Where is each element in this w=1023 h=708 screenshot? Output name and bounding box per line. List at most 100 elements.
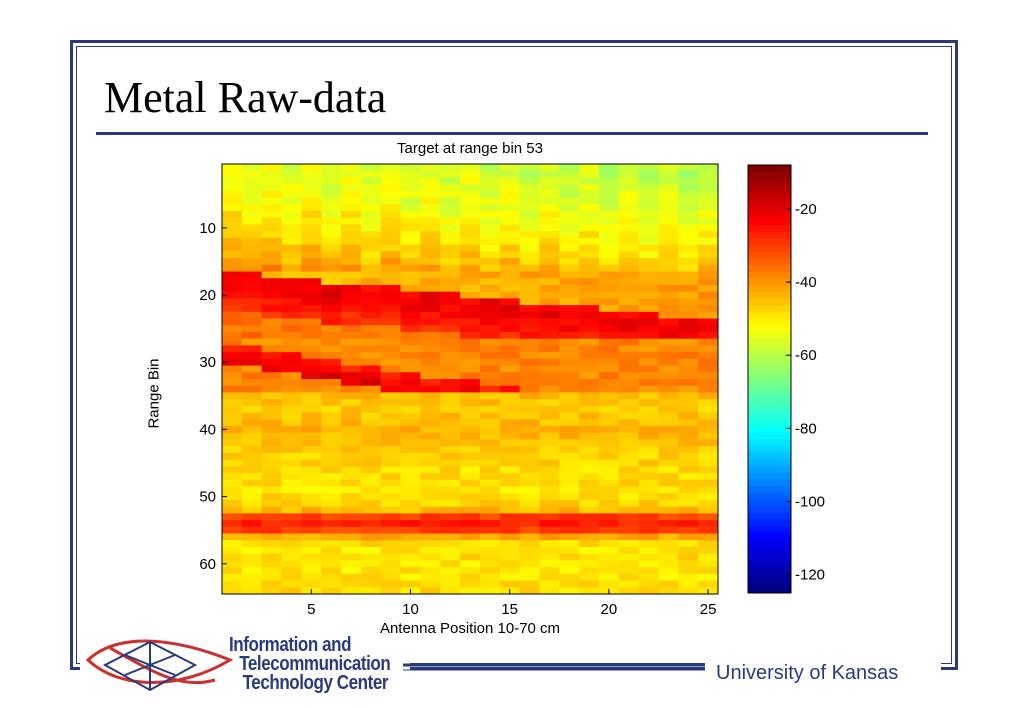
heatmap-cell bbox=[598, 426, 620, 434]
heatmap-cell bbox=[321, 506, 342, 514]
heatmap-cell bbox=[222, 365, 243, 373]
heatmap-cell bbox=[658, 352, 679, 360]
heatmap-cell bbox=[638, 278, 659, 286]
heatmap-cell bbox=[598, 526, 620, 535]
heatmap-cell bbox=[598, 372, 620, 380]
x-tick-label: 5 bbox=[307, 601, 315, 618]
heatmap-cell bbox=[499, 419, 521, 427]
heatmap-cell bbox=[579, 432, 600, 440]
heatmap-cell bbox=[658, 419, 679, 427]
heatmap-cell bbox=[400, 560, 421, 568]
heatmap-cell bbox=[341, 284, 362, 293]
heatmap-cell bbox=[519, 486, 540, 494]
heatmap-cell bbox=[598, 318, 620, 326]
heatmap-cell bbox=[598, 419, 620, 427]
heatmap-cell bbox=[678, 540, 699, 548]
heatmap-cell bbox=[658, 338, 679, 346]
heatmap-cell bbox=[698, 251, 719, 259]
heatmap-cell bbox=[559, 432, 580, 440]
heatmap-cell bbox=[658, 258, 679, 266]
heatmap-cell bbox=[440, 352, 461, 360]
heatmap-cell bbox=[360, 412, 382, 420]
heatmap-cell bbox=[479, 493, 501, 501]
heatmap-cell bbox=[281, 473, 302, 481]
heatmap-cell bbox=[559, 352, 580, 360]
heatmap-cell bbox=[539, 345, 560, 353]
heatmap-cell bbox=[698, 358, 719, 367]
heatmap-cell bbox=[598, 237, 620, 246]
heatmap-cell bbox=[598, 170, 620, 178]
heatmap-cell bbox=[222, 520, 243, 528]
heatmap-cell bbox=[499, 459, 521, 467]
heatmap-cell bbox=[479, 271, 501, 279]
heatmap-cell bbox=[341, 305, 362, 313]
heatmap-cell bbox=[380, 258, 402, 266]
heatmap-cell bbox=[698, 291, 719, 299]
heatmap-cell bbox=[618, 251, 640, 259]
heatmap-cell bbox=[479, 412, 501, 420]
colorbar-segment bbox=[748, 365, 791, 373]
heatmap-cell bbox=[658, 164, 679, 172]
heatmap-cell bbox=[380, 224, 402, 232]
heatmap-cell bbox=[360, 318, 382, 326]
heatmap-cell bbox=[440, 184, 461, 192]
heatmap-cell bbox=[222, 419, 243, 427]
heatmap-cell bbox=[321, 251, 342, 259]
heatmap-cell bbox=[539, 553, 560, 561]
heatmap-cell bbox=[559, 412, 580, 420]
heatmap-cell bbox=[321, 546, 342, 555]
heatmap-cell bbox=[360, 385, 382, 393]
heatmap-cell bbox=[698, 278, 719, 286]
heatmap-cell bbox=[321, 432, 342, 440]
heatmap-cell bbox=[658, 573, 679, 582]
heatmap-cell bbox=[281, 560, 302, 568]
heatmap-cell bbox=[341, 237, 362, 246]
heatmap-cell bbox=[559, 258, 580, 266]
heatmap-cell bbox=[380, 419, 402, 427]
heatmap-cell bbox=[479, 540, 501, 548]
heatmap-cell bbox=[579, 405, 600, 414]
heatmap-cell bbox=[360, 499, 382, 508]
heatmap-cell bbox=[460, 372, 481, 380]
heatmap-cell bbox=[360, 486, 382, 494]
heatmap-cell bbox=[658, 184, 679, 192]
x-axis-label: Antenna Position 10-70 cm bbox=[379, 620, 561, 637]
heatmap-cell bbox=[222, 264, 243, 272]
plot-area-border bbox=[221, 163, 719, 595]
heatmap-cell bbox=[301, 540, 322, 548]
heatmap-cell bbox=[440, 170, 461, 178]
heatmap-cell bbox=[360, 540, 382, 548]
heatmap-cell bbox=[460, 580, 481, 588]
heatmap-cell bbox=[579, 284, 600, 293]
heatmap-cell bbox=[400, 291, 421, 299]
heatmap-cell bbox=[519, 446, 540, 454]
heatmap-cell bbox=[499, 352, 521, 360]
heatmap-cell bbox=[460, 520, 481, 528]
heatmap-cell bbox=[658, 331, 679, 340]
heatmap-cell bbox=[678, 258, 699, 266]
heatmap-cell bbox=[222, 177, 243, 185]
heatmap-cell bbox=[241, 540, 263, 548]
heatmap-cell bbox=[598, 486, 620, 494]
heatmap-cell bbox=[479, 553, 501, 561]
heatmap-cell bbox=[460, 432, 481, 440]
heatmap-cell bbox=[321, 177, 342, 185]
heatmap-cell bbox=[420, 392, 441, 400]
heatmap-cell bbox=[341, 466, 362, 474]
heatmap-cell bbox=[321, 211, 342, 219]
heatmap-cell bbox=[499, 244, 521, 252]
heatmap-cell bbox=[638, 580, 659, 588]
heatmap-cell bbox=[539, 526, 560, 535]
heatmap-cell bbox=[341, 345, 362, 353]
colorbar-segment bbox=[748, 245, 791, 253]
colorbar-segment bbox=[748, 358, 791, 367]
heatmap-cell bbox=[400, 573, 421, 582]
heatmap-cell bbox=[678, 284, 699, 293]
heatmap-cell bbox=[539, 318, 560, 326]
heatmap-cell bbox=[341, 419, 362, 427]
heatmap-cell bbox=[638, 432, 659, 440]
heatmap-cell bbox=[222, 426, 243, 434]
heatmap-cell bbox=[380, 237, 402, 246]
heatmap-cell bbox=[321, 499, 342, 508]
heatmap-cell bbox=[698, 385, 719, 393]
